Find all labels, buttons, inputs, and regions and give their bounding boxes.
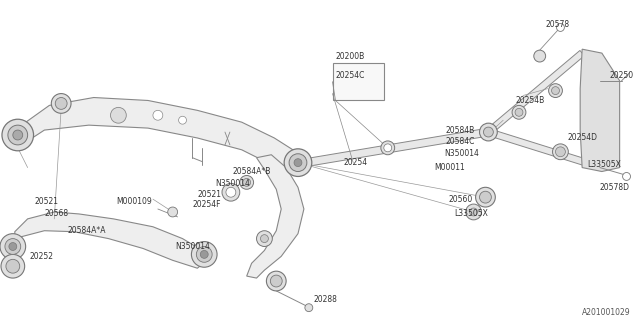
Circle shape <box>191 242 217 267</box>
Circle shape <box>153 110 163 120</box>
Circle shape <box>552 87 559 94</box>
Text: 20584C: 20584C <box>446 137 476 147</box>
Text: 20584A*A: 20584A*A <box>67 226 106 235</box>
Polygon shape <box>580 49 620 172</box>
Circle shape <box>552 144 568 160</box>
Circle shape <box>1 254 25 278</box>
Text: 20254C: 20254C <box>335 71 365 80</box>
Circle shape <box>0 234 26 259</box>
Circle shape <box>476 187 495 207</box>
Text: M00011: M00011 <box>434 163 465 172</box>
Circle shape <box>51 93 71 113</box>
Circle shape <box>6 259 20 273</box>
Text: L33505X: L33505X <box>454 210 488 219</box>
Text: 20288: 20288 <box>314 295 338 304</box>
Circle shape <box>266 271 286 291</box>
Text: M000109: M000109 <box>116 196 152 206</box>
Circle shape <box>111 108 126 123</box>
Polygon shape <box>22 98 304 174</box>
Text: N350014: N350014 <box>175 242 211 251</box>
Circle shape <box>226 187 236 197</box>
Text: N350014: N350014 <box>215 179 250 188</box>
Text: 20200B: 20200B <box>335 52 365 60</box>
Circle shape <box>55 98 67 109</box>
Circle shape <box>512 105 526 119</box>
Polygon shape <box>10 212 207 268</box>
Text: 20254B: 20254B <box>515 96 544 105</box>
Circle shape <box>557 23 564 31</box>
Circle shape <box>534 50 546 62</box>
Circle shape <box>200 251 208 258</box>
Circle shape <box>294 159 302 167</box>
Text: 20254D: 20254D <box>567 133 597 142</box>
Circle shape <box>384 144 392 152</box>
Circle shape <box>466 204 481 220</box>
Text: 20578D: 20578D <box>600 183 630 192</box>
Circle shape <box>5 239 20 254</box>
Text: 20254: 20254 <box>344 158 367 167</box>
Polygon shape <box>246 155 304 278</box>
Circle shape <box>240 175 253 189</box>
Circle shape <box>8 125 28 145</box>
Text: 20584A*B: 20584A*B <box>233 167 271 176</box>
Circle shape <box>270 275 282 287</box>
Text: 20521: 20521 <box>197 190 221 199</box>
Circle shape <box>483 127 493 137</box>
Text: 20578: 20578 <box>546 20 570 29</box>
Text: 20252: 20252 <box>29 252 54 261</box>
Circle shape <box>556 147 565 157</box>
Circle shape <box>623 172 630 180</box>
Text: L33505X: L33505X <box>587 160 621 169</box>
Circle shape <box>196 246 212 262</box>
Circle shape <box>243 179 251 186</box>
Text: 20584B: 20584B <box>446 125 476 135</box>
Text: 20568: 20568 <box>44 210 68 219</box>
FancyBboxPatch shape <box>333 63 384 100</box>
Polygon shape <box>305 128 489 166</box>
Text: N350014: N350014 <box>444 149 479 158</box>
Text: 20521: 20521 <box>35 196 58 206</box>
Circle shape <box>515 108 523 116</box>
Circle shape <box>168 207 178 217</box>
Circle shape <box>381 141 395 155</box>
Circle shape <box>2 119 33 151</box>
Circle shape <box>179 116 186 124</box>
Circle shape <box>289 154 307 172</box>
Circle shape <box>222 183 240 201</box>
Circle shape <box>479 191 492 203</box>
Text: 20254F: 20254F <box>193 200 221 209</box>
Circle shape <box>470 208 477 216</box>
Circle shape <box>257 231 273 246</box>
Polygon shape <box>488 129 603 171</box>
Text: 20250: 20250 <box>610 71 634 80</box>
Circle shape <box>305 304 313 312</box>
Text: 20560: 20560 <box>449 195 473 204</box>
Circle shape <box>9 243 17 251</box>
Polygon shape <box>486 51 584 135</box>
Circle shape <box>479 123 497 141</box>
Circle shape <box>284 149 312 176</box>
Circle shape <box>260 235 268 243</box>
Text: A201001029: A201001029 <box>582 308 631 317</box>
Circle shape <box>13 130 22 140</box>
Circle shape <box>548 84 563 98</box>
